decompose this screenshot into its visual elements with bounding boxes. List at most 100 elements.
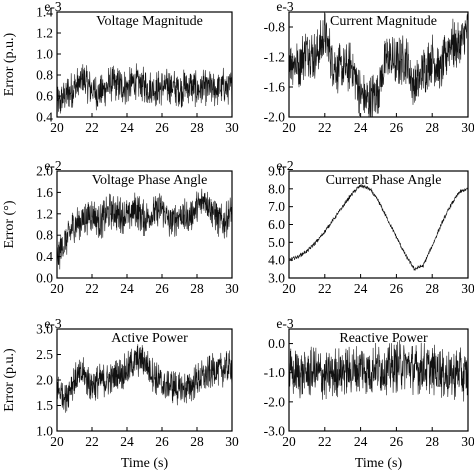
chart-panel-1: 20 22 24 26 28 30 0.4 0.6 0.8 1.0 1.2 1.4e-3 Voltage… [2,0,239,135]
y-tick-label: -0.8 [264,20,286,35]
y-axis-label: Error (p.u.) [2,348,17,412]
axis-multiplier: e-3 [44,0,61,14]
x-tick-label: 22 [318,434,332,449]
y-tick-label: 1.4 [36,5,53,20]
y-tick-label: 8.0 [268,181,285,196]
y-tick-label: 1.2 [36,26,53,41]
y-tick-label: 1.0 [36,424,53,439]
x-tick-label: 28 [425,434,439,449]
x-tick-label: 22 [318,281,332,296]
x-tick-label: 20 [50,434,64,449]
x-tick-label: 24 [120,434,134,449]
y-tick-label: -3.0 [264,424,286,439]
x-tick-label: 20 [282,281,296,296]
y-tick-label: 1.5 [36,398,53,413]
panel-title: Current Phase Angle [326,173,442,188]
x-tick-label: 22 [85,434,99,449]
panel-title: Reactive Power [339,331,428,346]
x-tick-label: 28 [190,120,204,135]
x-tick-label: 26 [155,120,169,135]
axis-multiplier: e-3 [276,316,293,331]
y-tick-label: 5.0 [268,235,285,250]
y-tick-label: 6.0 [268,217,285,232]
x-tick-label: 24 [120,281,134,296]
chart-panel-3: 20 22 24 26 28 30 0.0 0.4 0.8 1.2 1.6 2.0e-2 Voltage… [2,158,239,296]
x-tick-label: 26 [390,120,404,135]
x-tick-label: 30 [225,434,239,449]
x-tick-label: 20 [50,120,64,135]
y-tick-label: 7.0 [268,199,285,214]
y-tick-label: 1.2 [36,206,53,221]
x-tick-label: 22 [85,281,99,296]
x-tick-label: 26 [155,281,169,296]
x-tick-label: 30 [461,281,474,296]
y-tick-label: 0.8 [36,228,53,243]
x-tick-label: 22 [318,120,332,135]
x-tick-label: 20 [50,281,64,296]
x-tick-label: 30 [461,434,474,449]
axis-multiplier: e-2 [276,158,293,173]
chart-panel-5: 20 22 24 26 28 30 1.0 1.5 2.0 2.5 3.0e-3 Active Pow… [2,316,239,471]
plot-frame [56,170,233,279]
x-tick-label: 28 [425,120,439,135]
x-tick-label: 30 [225,281,239,296]
x-tick-label: 22 [85,120,99,135]
y-tick-label: 4.0 [268,253,285,268]
x-tick-label: 28 [190,434,204,449]
y-axis-label: Error (°) [2,200,17,248]
y-tick-label: 2.5 [36,347,53,362]
chart-panel-2: 20 22 24 26 28 30 -0.8 -1.2 -1.6 -2.0 e-3 Current M… [264,0,474,135]
y-tick-label: -2.0 [264,110,286,125]
x-tick-label: 24 [354,120,368,135]
x-tick-label: 20 [282,434,296,449]
y-tick-label: 0.4 [36,110,53,125]
plot-frame [288,328,469,432]
y-tick-label: 1.0 [36,47,53,62]
y-tick-label: 3.0 [268,271,285,286]
y-tick-label: 0.0 [268,336,285,351]
axis-multiplier: e-2 [44,158,61,173]
y-tick-label: 3.0 [36,322,53,337]
panel-title: Voltage Phase Angle [92,173,208,188]
x-tick-label: 24 [354,281,368,296]
y-tick-label: 9.0 [268,164,285,179]
y-tick-label: 0.4 [36,249,53,264]
x-tick-label: 26 [155,434,169,449]
x-tick-label: 24 [354,434,368,449]
series-line [56,344,233,413]
series-line [288,12,469,118]
chart-panel-6: 20 22 24 26 28 30 0.0 -1.0 -2.0 -3.0 e-3 Reactive P… [264,316,474,471]
panel-title: Current Magnitude [330,14,437,29]
x-tick-label: 24 [120,120,134,135]
panel-title: Voltage Magnitude [96,14,203,29]
chart-panel-4: 20 22 24 26 28 30 3.0 4.0 5.0 6.0 7.0 8.0 9.0e-2 Curr… [268,158,474,296]
x-tick-label: 30 [225,120,239,135]
series-line [56,63,233,114]
series-line [288,184,468,271]
series-line [288,340,469,402]
axis-multiplier: e-3 [44,316,61,331]
x-tick-label: 28 [425,281,439,296]
y-tick-label: 1.6 [36,185,53,200]
x-tick-label: 26 [390,281,404,296]
y-tick-label: 0.0 [36,271,53,286]
plot-frame [288,11,469,118]
y-axis-label: Error (p.u.) [2,32,17,96]
y-tick-label: 2.0 [36,373,53,388]
x-tick-label: 26 [390,434,404,449]
x-axis-label: Time (s) [355,456,403,471]
x-tick-label: 30 [461,120,474,135]
y-tick-label: 0.6 [36,89,53,104]
x-tick-label: 28 [190,281,204,296]
y-tick-label: -1.0 [264,365,286,380]
axis-multiplier: e-3 [276,0,293,14]
y-tick-label: -1.2 [264,50,285,65]
series-line [56,188,233,270]
y-tick-label: -2.0 [264,394,286,409]
panel-title: Active Power [111,331,188,346]
x-tick-label: 20 [282,120,296,135]
y-tick-label: 2.0 [36,164,53,179]
plot-frame [56,11,233,118]
y-tick-label: 0.8 [36,68,53,83]
